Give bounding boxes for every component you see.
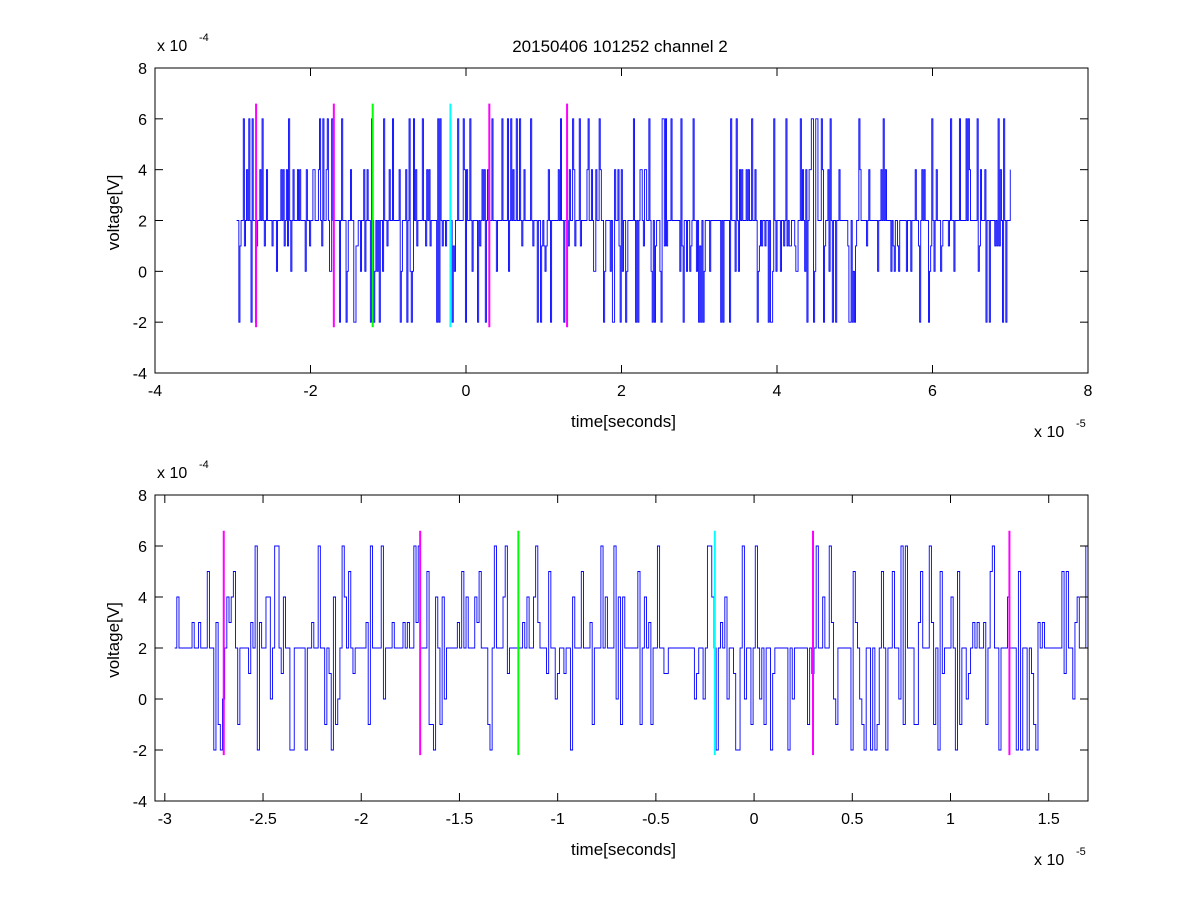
y-tick-label: 8 xyxy=(138,61,147,78)
y-axis-exponent: x 10 xyxy=(157,38,187,55)
y-tick-label: 0 xyxy=(138,692,147,709)
x-tick-label: 4 xyxy=(773,383,782,400)
y-tick-label: 4 xyxy=(138,590,147,607)
y-tick-label: 2 xyxy=(138,641,147,658)
x-axis-exponent: x 10 xyxy=(1034,424,1064,441)
y-tick-label: 8 xyxy=(138,488,147,505)
signal-trace xyxy=(174,545,1089,751)
top-plot: -4 -2 0 2 4 6 8 -4 -2 0 2 4 6 8 time[seconds] voltage[V… xyxy=(104,32,1093,441)
chart-title: 20150406 101252 channel 2 xyxy=(512,37,728,56)
x-tick-label: 0 xyxy=(750,811,759,828)
x-tick-label: -3 xyxy=(158,811,172,828)
y-axis-label: voltage[V] xyxy=(104,602,123,678)
y-tick-label: -4 xyxy=(133,366,147,383)
y-axis-exponent: x 10 xyxy=(157,465,187,482)
x-tick-label: -1.5 xyxy=(446,811,474,828)
x-axis-label: time[seconds] xyxy=(571,840,676,859)
x-tick-label: -2 xyxy=(303,383,317,400)
y-axis-exponent-power: -4 xyxy=(199,32,209,44)
x-tick-label: -2 xyxy=(354,811,368,828)
x-axis-label: time[seconds] xyxy=(571,412,676,431)
x-tick-label: -4 xyxy=(148,383,162,400)
x-tick-label: -2.5 xyxy=(249,811,277,828)
y-axis-exponent-power: -4 xyxy=(199,459,209,471)
y-tick-label: -4 xyxy=(133,794,147,811)
x-tick-label: 0 xyxy=(462,383,471,400)
x-axis-exponent-power: -5 xyxy=(1076,418,1086,430)
y-tick-label: 0 xyxy=(138,264,147,281)
x-tick-label: 2 xyxy=(617,383,626,400)
x-tick-label: 1 xyxy=(946,811,955,828)
y-tick-label: -2 xyxy=(133,743,147,760)
x-tick-label: 1.5 xyxy=(1038,811,1060,828)
y-tick-label: 6 xyxy=(138,539,147,556)
x-tick-label: 8 xyxy=(1084,383,1093,400)
y-tick-label: -2 xyxy=(133,315,147,332)
x-tick-label: -1 xyxy=(551,811,565,828)
y-tick-label: 6 xyxy=(138,112,147,129)
y-axis-label: voltage[V] xyxy=(104,175,123,251)
x-axis-exponent: x 10 xyxy=(1034,852,1064,869)
y-tick-label: 4 xyxy=(138,163,147,180)
x-tick-label: 0.5 xyxy=(841,811,863,828)
x-axis-exponent-power: -5 xyxy=(1076,846,1086,858)
x-tick-label: 6 xyxy=(928,383,937,400)
y-tick-label: 2 xyxy=(138,214,147,231)
bottom-plot: -3 -2.5 -2 -1.5 -1 -0.5 0 0.5 1 1.5 -4 -2 0 2 4 6 8 time[… xyxy=(104,459,1089,869)
signal-trace xyxy=(236,118,1011,323)
x-tick-label: -0.5 xyxy=(642,811,670,828)
